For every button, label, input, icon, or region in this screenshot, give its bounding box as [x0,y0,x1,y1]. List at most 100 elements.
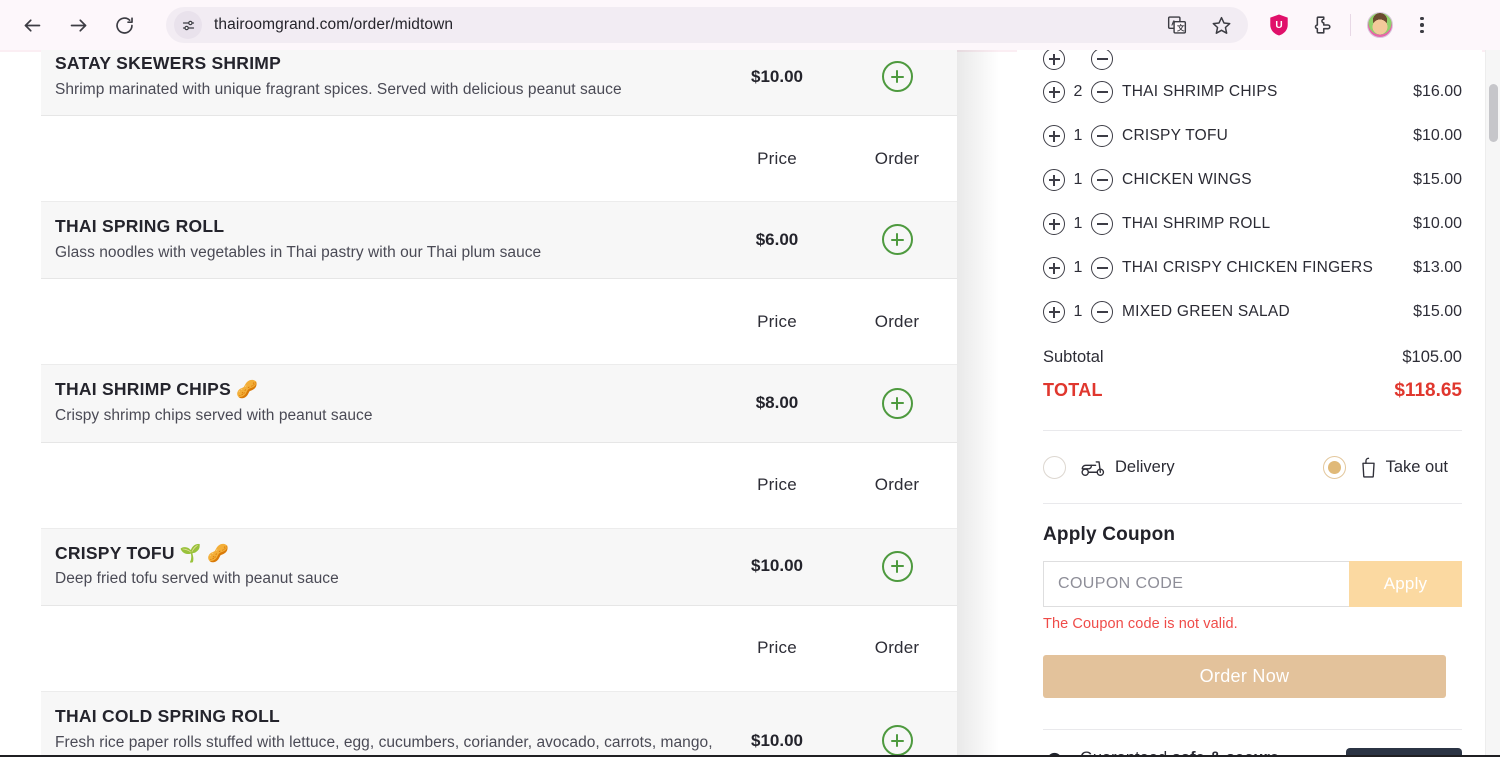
dish-price: $10.00 [751,66,803,86]
increase-quantity-icon[interactable] [1043,213,1065,235]
add-to-order-cell [837,725,957,757]
forward-arrow-icon [70,18,86,32]
apply-coupon-heading: Apply Coupon [1043,524,1176,545]
subtotal-row: Subtotal $105.00 [1043,348,1462,380]
increase-quantity-icon[interactable] [1043,125,1065,147]
add-item-plus-icon[interactable] [881,61,913,93]
dish-name: THAI COLD SPRING ROLL [55,705,280,726]
browser-toolbar: thairoomgrand.com/order/midtown A 文 [0,0,1500,50]
delivery-radio[interactable] [1043,455,1066,479]
cart-item-price: $13.00 [1413,259,1462,276]
takeout-bag-icon [1360,457,1377,478]
item-quantity: 1 [1073,259,1083,276]
menu-item-row[interactable]: THAI COLD SPRING ROLL Fresh rice paper r… [41,690,957,757]
back-button[interactable] [14,7,50,43]
coupon-form: Apply [1043,561,1462,607]
delivery-option[interactable]: Delivery [1043,455,1175,479]
cart-item-row[interactable]: 2 THAI SHRIMP CHIPS $16.00 [1043,70,1462,114]
price-column-header: Price [757,475,797,495]
item-quantity: 1 [1073,127,1083,144]
menu-item-row[interactable]: THAI SPRING ROLL Glass noodles with vege… [41,201,957,280]
chrome-menu-button[interactable] [1405,8,1439,42]
cart-item-name: CRISPY TOFU [1122,127,1229,144]
ublock-shield-icon: U [1270,14,1288,36]
cart-item-row-clipped[interactable] [1043,50,1462,70]
total-row: TOTAL $118.65 [1043,380,1462,412]
takeout-option[interactable]: Take out [1322,455,1448,479]
increase-quantity-icon[interactable] [1043,50,1065,70]
increase-quantity-icon[interactable] [1043,301,1065,323]
subtotal-label: Subtotal [1043,348,1104,366]
add-item-plus-icon[interactable] [881,387,913,419]
item-quantity: 1 [1073,303,1083,320]
add-to-order-cell [837,61,957,93]
decrease-quantity-icon[interactable] [1091,301,1113,323]
increase-quantity-icon[interactable] [1043,257,1065,279]
order-column-header: Order [874,148,920,168]
menu-item-row[interactable]: THAI SHRIMP CHIPS 🥜 Crispy shrimp chips … [41,364,957,443]
add-item-plus-icon[interactable] [881,550,913,582]
translate-button[interactable]: A 文 [1162,10,1192,40]
reload-icon [115,16,133,34]
fulfillment-options: Delivery Take out [1043,431,1462,503]
price-column-header: Price [757,311,797,331]
menu-item-row[interactable]: CRISPY TOFU 🌱 🥜 Deep fried tofu served w… [41,527,957,606]
decrease-quantity-icon[interactable] [1091,125,1113,147]
browser-actions: U [1262,8,1449,42]
dish-price: $10.00 [751,556,803,576]
cart-item-row[interactable]: 1 CRISPY TOFU $10.00 [1043,114,1462,158]
increase-quantity-icon[interactable] [1043,81,1065,103]
lock-icon [1043,752,1066,757]
page-scrollbar[interactable] [1485,50,1500,757]
order-now-button[interactable]: Order Now [1043,655,1446,698]
forward-button[interactable] [60,7,96,43]
decrease-quantity-icon[interactable] [1091,169,1113,191]
window-bottom-edge [0,755,1500,757]
secure-checkout-text: Guaranteed safe & secure checkout [1080,749,1346,757]
dish-price: $6.00 [755,229,799,249]
column-divider-shadow [957,50,1017,757]
menu-item-row[interactable]: SATAY SKEWERS SHRIMP Shrimp marinated wi… [41,50,957,117]
url-text: thairoomgrand.com/order/midtown [214,16,454,33]
apply-coupon-button[interactable]: Apply [1349,561,1462,607]
dish-name: THAI SPRING ROLL [55,216,225,237]
ublock-extension-button[interactable]: U [1262,8,1296,42]
order-column-header: Order [874,475,920,495]
page-content: SATAY SKEWERS SHRIMP Shrimp marinated wi… [0,50,1500,757]
decrease-quantity-icon[interactable] [1091,257,1113,279]
bookmark-button[interactable] [1206,10,1236,40]
menu-column-header: Price Order [41,605,957,691]
decrease-quantity-icon[interactable] [1091,50,1113,70]
cart-item-price: $10.00 [1413,215,1462,232]
page-scrollbar-thumb[interactable] [1489,84,1498,142]
profile-button[interactable] [1363,8,1397,42]
cart-item-row[interactable]: 1 THAI CRISPY CHICKEN FINGERS $13.00 [1043,246,1462,290]
increase-quantity-icon[interactable] [1043,169,1065,191]
dish-description: Fresh rice paper rolls stuffed with lett… [55,733,713,757]
translate-icon: A 文 [1167,16,1187,34]
cart-item-row[interactable]: 1 MIXED GREEN SALAD $15.00 [1043,290,1462,334]
dish-price: $10.00 [751,730,803,750]
decrease-quantity-icon[interactable] [1091,213,1113,235]
toolbar-divider [1350,14,1351,36]
address-bar[interactable]: thairoomgrand.com/order/midtown A 文 [166,7,1248,43]
svg-text:U: U [1275,20,1282,31]
kebab-menu-icon [1420,16,1424,34]
cart-item-row[interactable]: 1 THAI SHRIMP ROLL $10.00 [1043,202,1462,246]
cart-item-row[interactable]: 1 CHICKEN WINGS $15.00 [1043,158,1462,202]
reload-button[interactable] [106,7,142,43]
menu-column-header: Price Order [41,442,957,528]
dish-description: Glass noodles with vegetables in Thai pa… [55,243,542,261]
decrease-quantity-icon[interactable] [1091,81,1113,103]
order-summary-panel: 2 THAI SHRIMP CHIPS $16.00 1 CRISPY TOFU… [1017,50,1482,757]
add-to-order-cell [837,387,957,419]
takeout-label: Take out [1385,457,1448,476]
cart-item-price: $15.00 [1413,171,1462,188]
takeout-radio[interactable] [1322,455,1346,479]
coupon-code-input[interactable] [1043,561,1349,607]
site-settings-button[interactable] [174,11,202,39]
add-item-plus-icon[interactable] [881,224,913,256]
extensions-button[interactable] [1304,8,1338,42]
add-item-plus-icon[interactable] [881,725,913,757]
lock-icon-svg [1048,752,1061,757]
